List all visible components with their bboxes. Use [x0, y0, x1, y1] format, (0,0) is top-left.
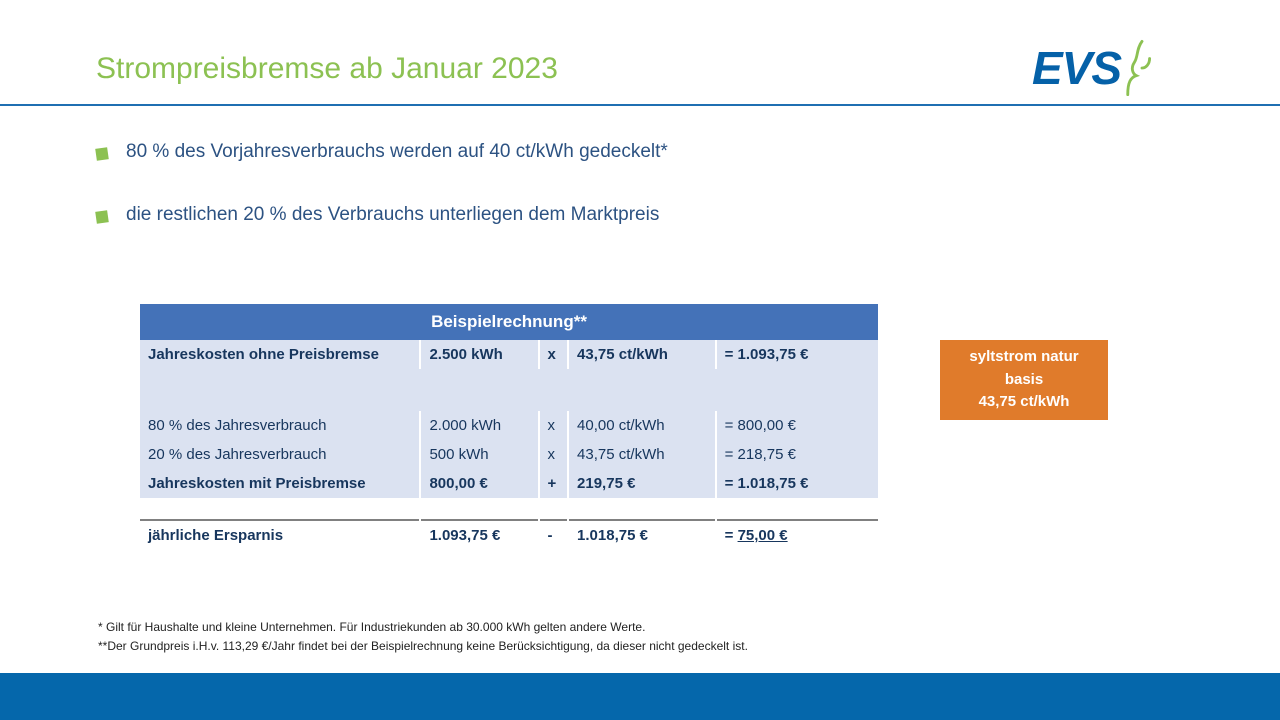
price-box-line-2: 43,75 ct/kWh [979, 391, 1070, 414]
footnote-1: **Der Grundpreis i.H.v. 113,29 €/Jahr fi… [98, 637, 1098, 656]
row-value2-cell: 40,00 ct/kWh [568, 411, 716, 440]
row-label-cell: 80 % des Jahresverbrauch [140, 411, 420, 440]
table-row [140, 390, 878, 411]
bullet-marker-icon [95, 210, 109, 224]
bullet-text-1: die restlichen 20 % des Verbrauchs unter… [126, 203, 659, 228]
table-header-row: Beispielrechnung** [140, 304, 878, 340]
row-result-cell: = 800,00 € [716, 411, 878, 440]
footnote-block: * Gilt für Haushalte und kleine Unterneh… [98, 618, 1098, 656]
row-value2-cell: 1.018,75 € [568, 520, 716, 550]
table-row [140, 369, 878, 390]
bullet-item-0: 80 % des Vorjahresverbrauchs werden auf … [96, 140, 1186, 165]
row-value1-cell: 500 kWh [420, 440, 538, 469]
row-result-cell: = 75,00 € [716, 520, 878, 550]
table-row: 20 % des Jahresverbrauch 500 kWh x 43,75 ct… [140, 440, 878, 469]
footnote-0: * Gilt für Haushalte und kleine Unterneh… [98, 618, 1098, 637]
calc-table-body: Beispielrechnung** Jahreskosten ohne Prei… [140, 304, 878, 550]
bullet-text-0: 80 % des Vorjahresverbrauchs werden auf … [126, 140, 668, 165]
evs-logo-swoosh-icon [1123, 39, 1161, 97]
price-box-line-1: basis [1005, 369, 1043, 392]
table-row: Jahreskosten mit Preisbremse 800,00 € +219… [140, 469, 878, 498]
row-operator-cell: + [539, 469, 569, 498]
table-row: jährliche Ersparnis 1.093,75 € -1.018,75 €… [140, 520, 878, 550]
bottom-banner [0, 673, 1280, 720]
row-value1-cell: 1.093,75 € [420, 520, 538, 550]
row-label-cell: jährliche Ersparnis [140, 520, 420, 550]
row-value1-cell: 800,00 € [420, 469, 538, 498]
row-result-cell: = 218,75 € [716, 440, 878, 469]
table-row: 80 % des Jahresverbrauch 2.000 kWh x 40,00 … [140, 411, 878, 440]
row-result-cell: = 1.093,75 € [716, 340, 878, 369]
table-row: Jahreskosten ohne Preisbremse 2.500 kWh x 4… [140, 340, 878, 369]
bullet-list: 80 % des Vorjahresverbrauchs werden auf … [96, 140, 1186, 265]
bullet-item-1: die restlichen 20 % des Verbrauchs unter… [96, 203, 1186, 228]
row-label-cell: Jahreskosten ohne Preisbremse [140, 340, 420, 369]
row-value1-cell: 2.000 kWh [420, 411, 538, 440]
evs-logo-text: EVS [1032, 41, 1121, 95]
calc-table: Beispielrechnung** Jahreskosten ohne Prei… [140, 304, 878, 550]
row-operator-cell: - [539, 520, 569, 550]
row-value1-cell: 2.500 kWh [420, 340, 538, 369]
row-operator-cell: x [539, 411, 569, 440]
slide-root: Strompreisbremse ab Januar 2023 EVS 80 %… [0, 0, 1280, 720]
row-value2-cell: 43,75 ct/kWh [568, 440, 716, 469]
page-title: Strompreisbremse ab Januar 2023 [96, 52, 558, 86]
row-operator-cell: x [539, 440, 569, 469]
bullet-marker-icon [95, 147, 109, 161]
price-highlight-box: syltstrom natur basis 43,75 ct/kWh [940, 340, 1108, 420]
row-label-cell: 20 % des Jahresverbrauch [140, 440, 420, 469]
evs-logo: EVS [1032, 38, 1197, 98]
table-title-cell: Beispielrechnung** [140, 304, 878, 340]
header-divider [0, 104, 1280, 106]
row-operator-cell: x [539, 340, 569, 369]
row-result-cell: = 1.018,75 € [716, 469, 878, 498]
price-box-line-0: syltstrom natur [969, 346, 1078, 369]
calc-table-container: Beispielrechnung** Jahreskosten ohne Prei… [140, 304, 878, 550]
row-value2-cell: 43,75 ct/kWh [568, 340, 716, 369]
row-label-cell: Jahreskosten mit Preisbremse [140, 469, 420, 498]
table-row [140, 498, 878, 520]
row-value2-cell: 219,75 € [568, 469, 716, 498]
